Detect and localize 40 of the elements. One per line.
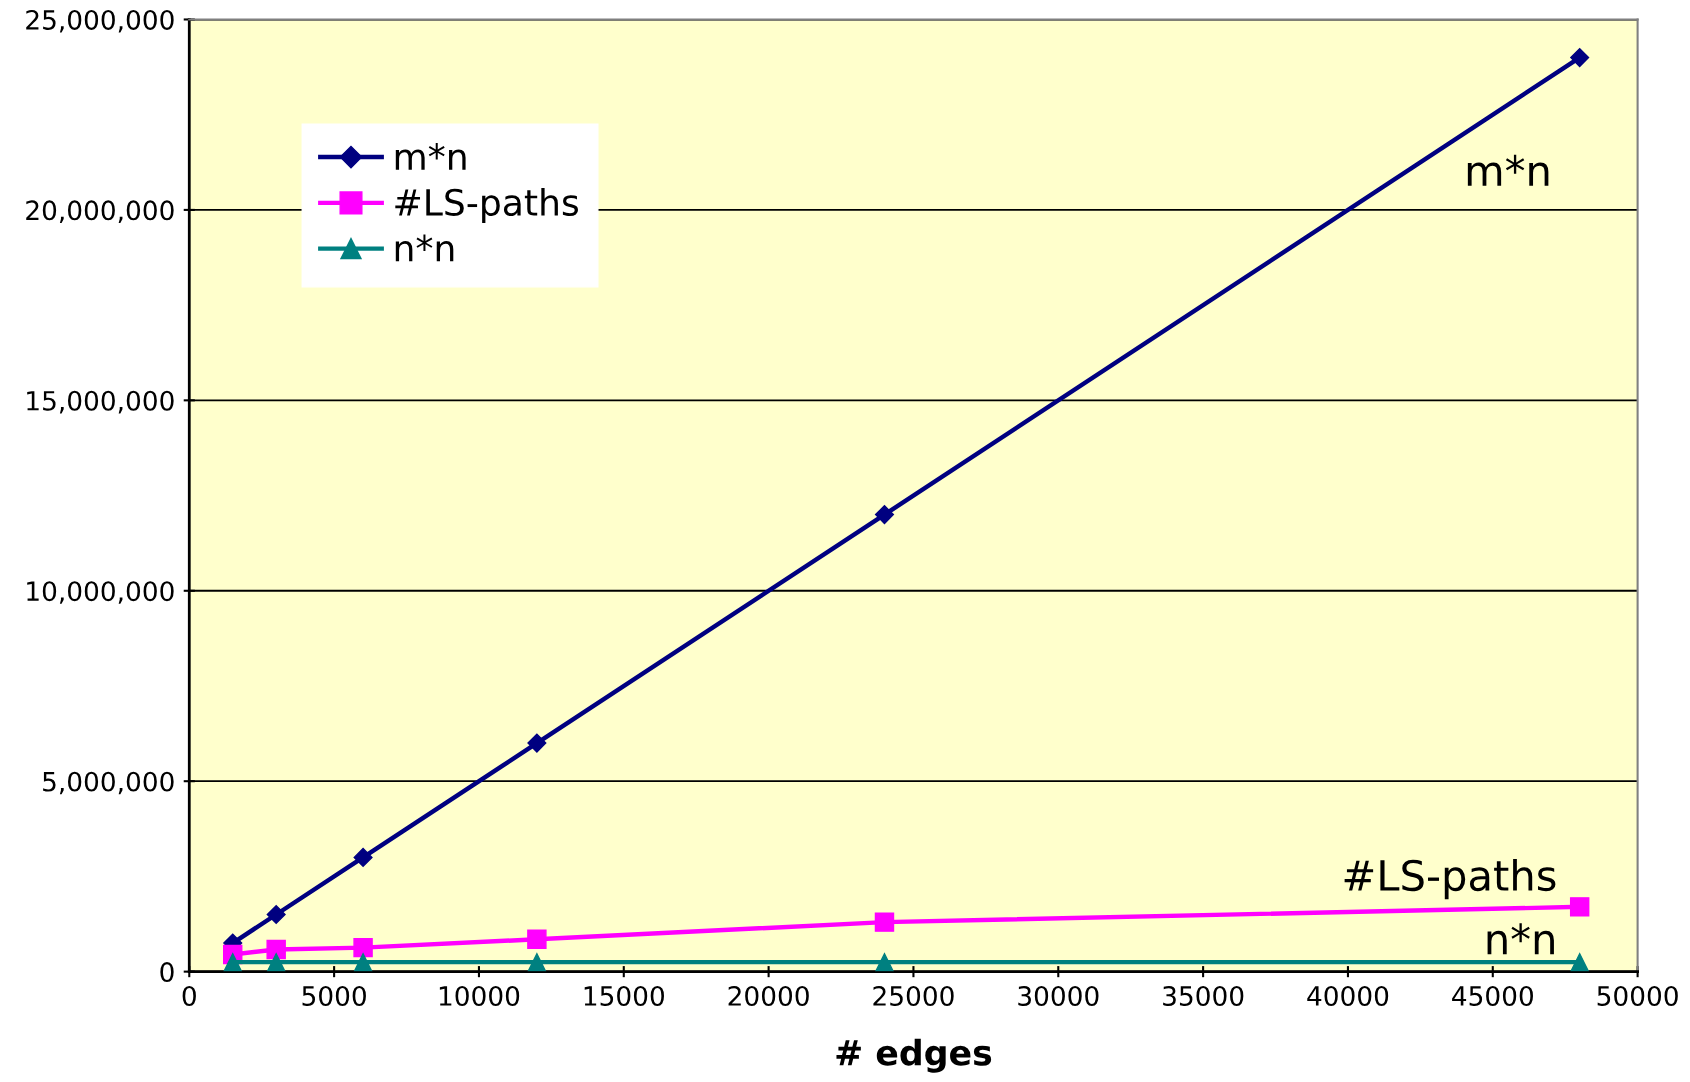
y-tick-label: 0 [160, 962, 174, 983]
annotation: n*n [1487, 923, 1554, 955]
x-tick-label: 50000 [1597, 985, 1678, 1006]
x-axis-title: # edges [836, 1038, 992, 1073]
point [527, 929, 547, 949]
point [875, 953, 894, 972]
x-tick-label: 35000 [1163, 985, 1244, 1006]
point [267, 953, 286, 972]
x-tick-label: 25000 [873, 985, 954, 1006]
x-tick-label: 0 [182, 985, 196, 1006]
point [527, 733, 547, 753]
y-tick-label: 20,000,000 [26, 200, 174, 223]
point [353, 937, 373, 958]
point [353, 847, 373, 867]
legend-label: m*n [395, 142, 466, 170]
point [1570, 953, 1589, 972]
point [1569, 897, 1590, 917]
point [527, 953, 546, 972]
point [1570, 48, 1590, 68]
x-tick-label: 5000 [302, 985, 366, 1006]
annotation: m*n [1467, 154, 1549, 186]
x-tick-label: 45000 [1452, 985, 1533, 1006]
x-tick-label: 40000 [1307, 985, 1389, 1006]
x-tick-label: 10000 [439, 985, 520, 1006]
x-tick-label: 20000 [728, 985, 809, 1006]
point [266, 939, 286, 960]
annotation: #LS-paths [1344, 858, 1556, 900]
point [874, 912, 895, 932]
x-tick-label: 15000 [584, 985, 664, 1006]
y-tick-label: 5,000,000 [43, 771, 174, 795]
legend-label: n*n [395, 234, 454, 262]
y-tick-label: 10,000,000 [27, 581, 174, 604]
point [223, 953, 242, 972]
x-tick-label: 30000 [1018, 985, 1099, 1006]
legend-label: #LS-paths [395, 188, 578, 223]
y-tick-label: 25,000,000 [26, 9, 174, 33]
point [874, 505, 895, 525]
y-tick-label: 15,000,000 [27, 390, 174, 414]
point [266, 904, 286, 925]
point [354, 953, 373, 972]
